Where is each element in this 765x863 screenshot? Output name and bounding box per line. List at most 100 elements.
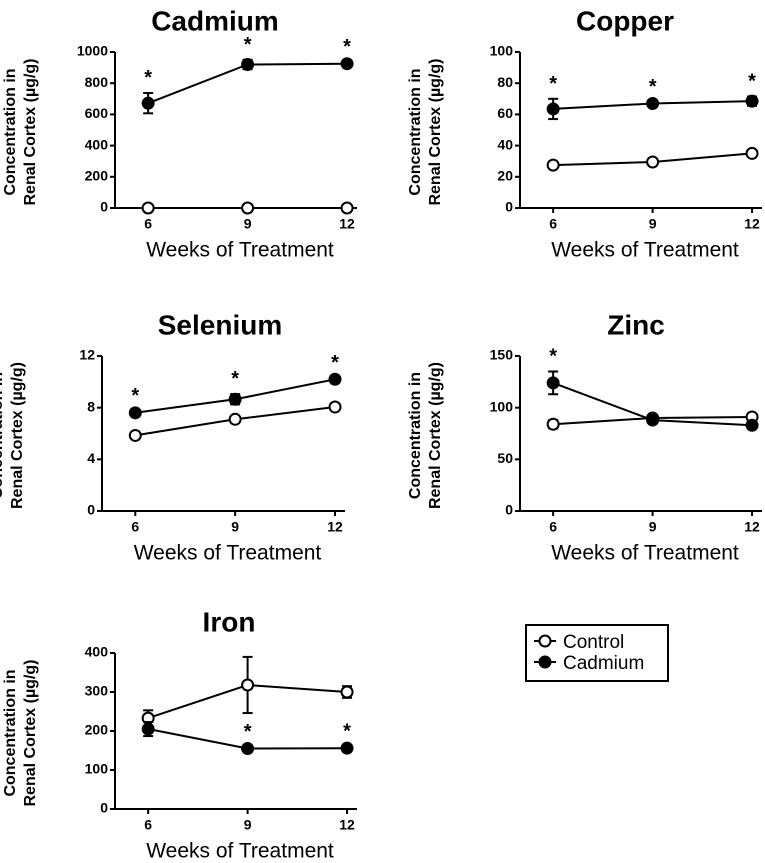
data-point (546, 417, 560, 431)
x-tick-label: 12 (744, 216, 760, 232)
series-cadmium (546, 370, 759, 432)
y-axis-label-line2: Renal Cortex (µg/g) (427, 362, 444, 509)
data-point (745, 94, 759, 108)
significance-marker: * (343, 36, 351, 58)
series-control (141, 655, 354, 727)
data-point (141, 201, 155, 215)
x-tick-label: 12 (327, 519, 343, 535)
significance-marker: * (144, 67, 152, 89)
x-axis-label: Weeks of Treatment (134, 542, 322, 565)
y-axis-label-line1: Concentration in (2, 68, 19, 195)
data-point (128, 428, 142, 442)
y-tick-label: 200 (85, 722, 109, 738)
x-tick-label: 9 (649, 519, 657, 535)
y-axis-label-line1: Concentration in (407, 372, 424, 499)
y-axis-label-line2: Renal Cortex (µg/g) (9, 362, 26, 509)
data-point (745, 418, 759, 432)
chart-selenium: Selenium 0 4 8 12 6 9 12 Weeks of Treatment Conce… (0, 309, 345, 565)
y-tick-label: 400 (85, 136, 109, 152)
data-point (646, 96, 660, 110)
x-tick-label: 12 (339, 817, 355, 833)
x-axis-label: Weeks of Treatment (146, 239, 334, 262)
significance-marker: * (549, 346, 557, 368)
y-axis-label-line2: Renal Cortex (µg/g) (22, 58, 39, 205)
legend-cadmium-label: Cadmium (563, 653, 644, 674)
data-point (241, 201, 255, 215)
significance-marker: * (549, 73, 557, 95)
y-tick-label: 4 (87, 450, 95, 466)
y-tick-label: 20 (497, 168, 513, 184)
y-tick-label: 0 (87, 502, 95, 518)
significance-marker: * (649, 76, 657, 98)
x-tick-label: 6 (549, 519, 557, 535)
data-point (228, 412, 242, 426)
legend-control-label: Control (563, 632, 624, 653)
y-tick-label: 100 (85, 761, 109, 777)
y-tick-label: 400 (85, 644, 109, 660)
y-tick-label: 80 (497, 74, 513, 90)
data-point (128, 406, 142, 420)
significance-marker: * (131, 385, 139, 407)
data-point (141, 722, 155, 736)
y-axis-label-line1: Concentration in (2, 669, 19, 796)
y-tick-label: 100 (490, 43, 514, 59)
significance-marker: * (748, 70, 756, 92)
series-cadmium (546, 94, 759, 121)
y-tick-label: 600 (85, 105, 109, 121)
y-tick-label: 200 (85, 168, 109, 184)
x-axis-label: Weeks of Treatment (551, 239, 739, 262)
significance-marker: * (343, 721, 351, 743)
x-axis-label: Weeks of Treatment (551, 542, 739, 565)
legend: Control Cadmium (525, 624, 669, 682)
significance-marker: * (231, 368, 239, 390)
x-tick-label: 9 (244, 216, 252, 232)
y-tick-label: 50 (497, 450, 513, 466)
data-point (340, 741, 354, 755)
x-tick-label: 12 (744, 519, 760, 535)
data-point (546, 376, 560, 390)
y-tick-label: 60 (497, 105, 513, 121)
y-tick-label: 8 (87, 398, 95, 414)
series-cadmium (128, 372, 342, 420)
series-control (128, 400, 342, 442)
chart-cadmium: Cadmium 0 200 400 600 800 1000 6 9 12 Weeks of Tre… (2, 5, 357, 262)
data-point (241, 57, 255, 71)
data-point (546, 102, 560, 116)
significance-marker: * (331, 352, 339, 374)
data-point (340, 201, 354, 215)
data-point (546, 158, 560, 172)
significance-marker: * (244, 34, 252, 56)
y-tick-label: 0 (505, 199, 513, 215)
legend-control-marker (538, 634, 552, 648)
significance-marker: * (244, 721, 252, 743)
data-point (340, 57, 354, 71)
y-tick-label: 100 (490, 398, 514, 414)
x-tick-label: 9 (244, 817, 252, 833)
y-tick-label: 800 (85, 74, 109, 90)
x-tick-label: 6 (131, 519, 139, 535)
data-point (241, 742, 255, 756)
x-tick-label: 12 (339, 216, 355, 232)
x-axis-label: Weeks of Treatment (146, 840, 334, 863)
y-axis-label-line2: Renal Cortex (µg/g) (22, 659, 39, 806)
legend-cadmium-marker (538, 655, 552, 669)
data-point (340, 685, 354, 699)
x-tick-label: 6 (144, 817, 152, 833)
data-point (745, 146, 759, 160)
x-tick-label: 6 (144, 216, 152, 232)
chart-title: Copper (576, 5, 674, 36)
y-tick-label: 300 (85, 683, 109, 699)
series-cadmium (141, 57, 354, 115)
chart-iron: Iron 0 100 200 300 400 6 9 12 Weeks of Treatment C… (2, 606, 357, 863)
chart-title: Iron (203, 606, 256, 637)
data-point (141, 96, 155, 110)
y-axis-label-line1: Concentration in (0, 372, 6, 499)
y-tick-label: 1000 (77, 43, 108, 59)
y-tick-label: 12 (79, 347, 95, 363)
y-tick-label: 0 (100, 199, 108, 215)
data-point (328, 372, 342, 386)
data-point (241, 678, 255, 692)
y-tick-label: 150 (490, 347, 514, 363)
y-tick-label: 0 (100, 800, 108, 816)
